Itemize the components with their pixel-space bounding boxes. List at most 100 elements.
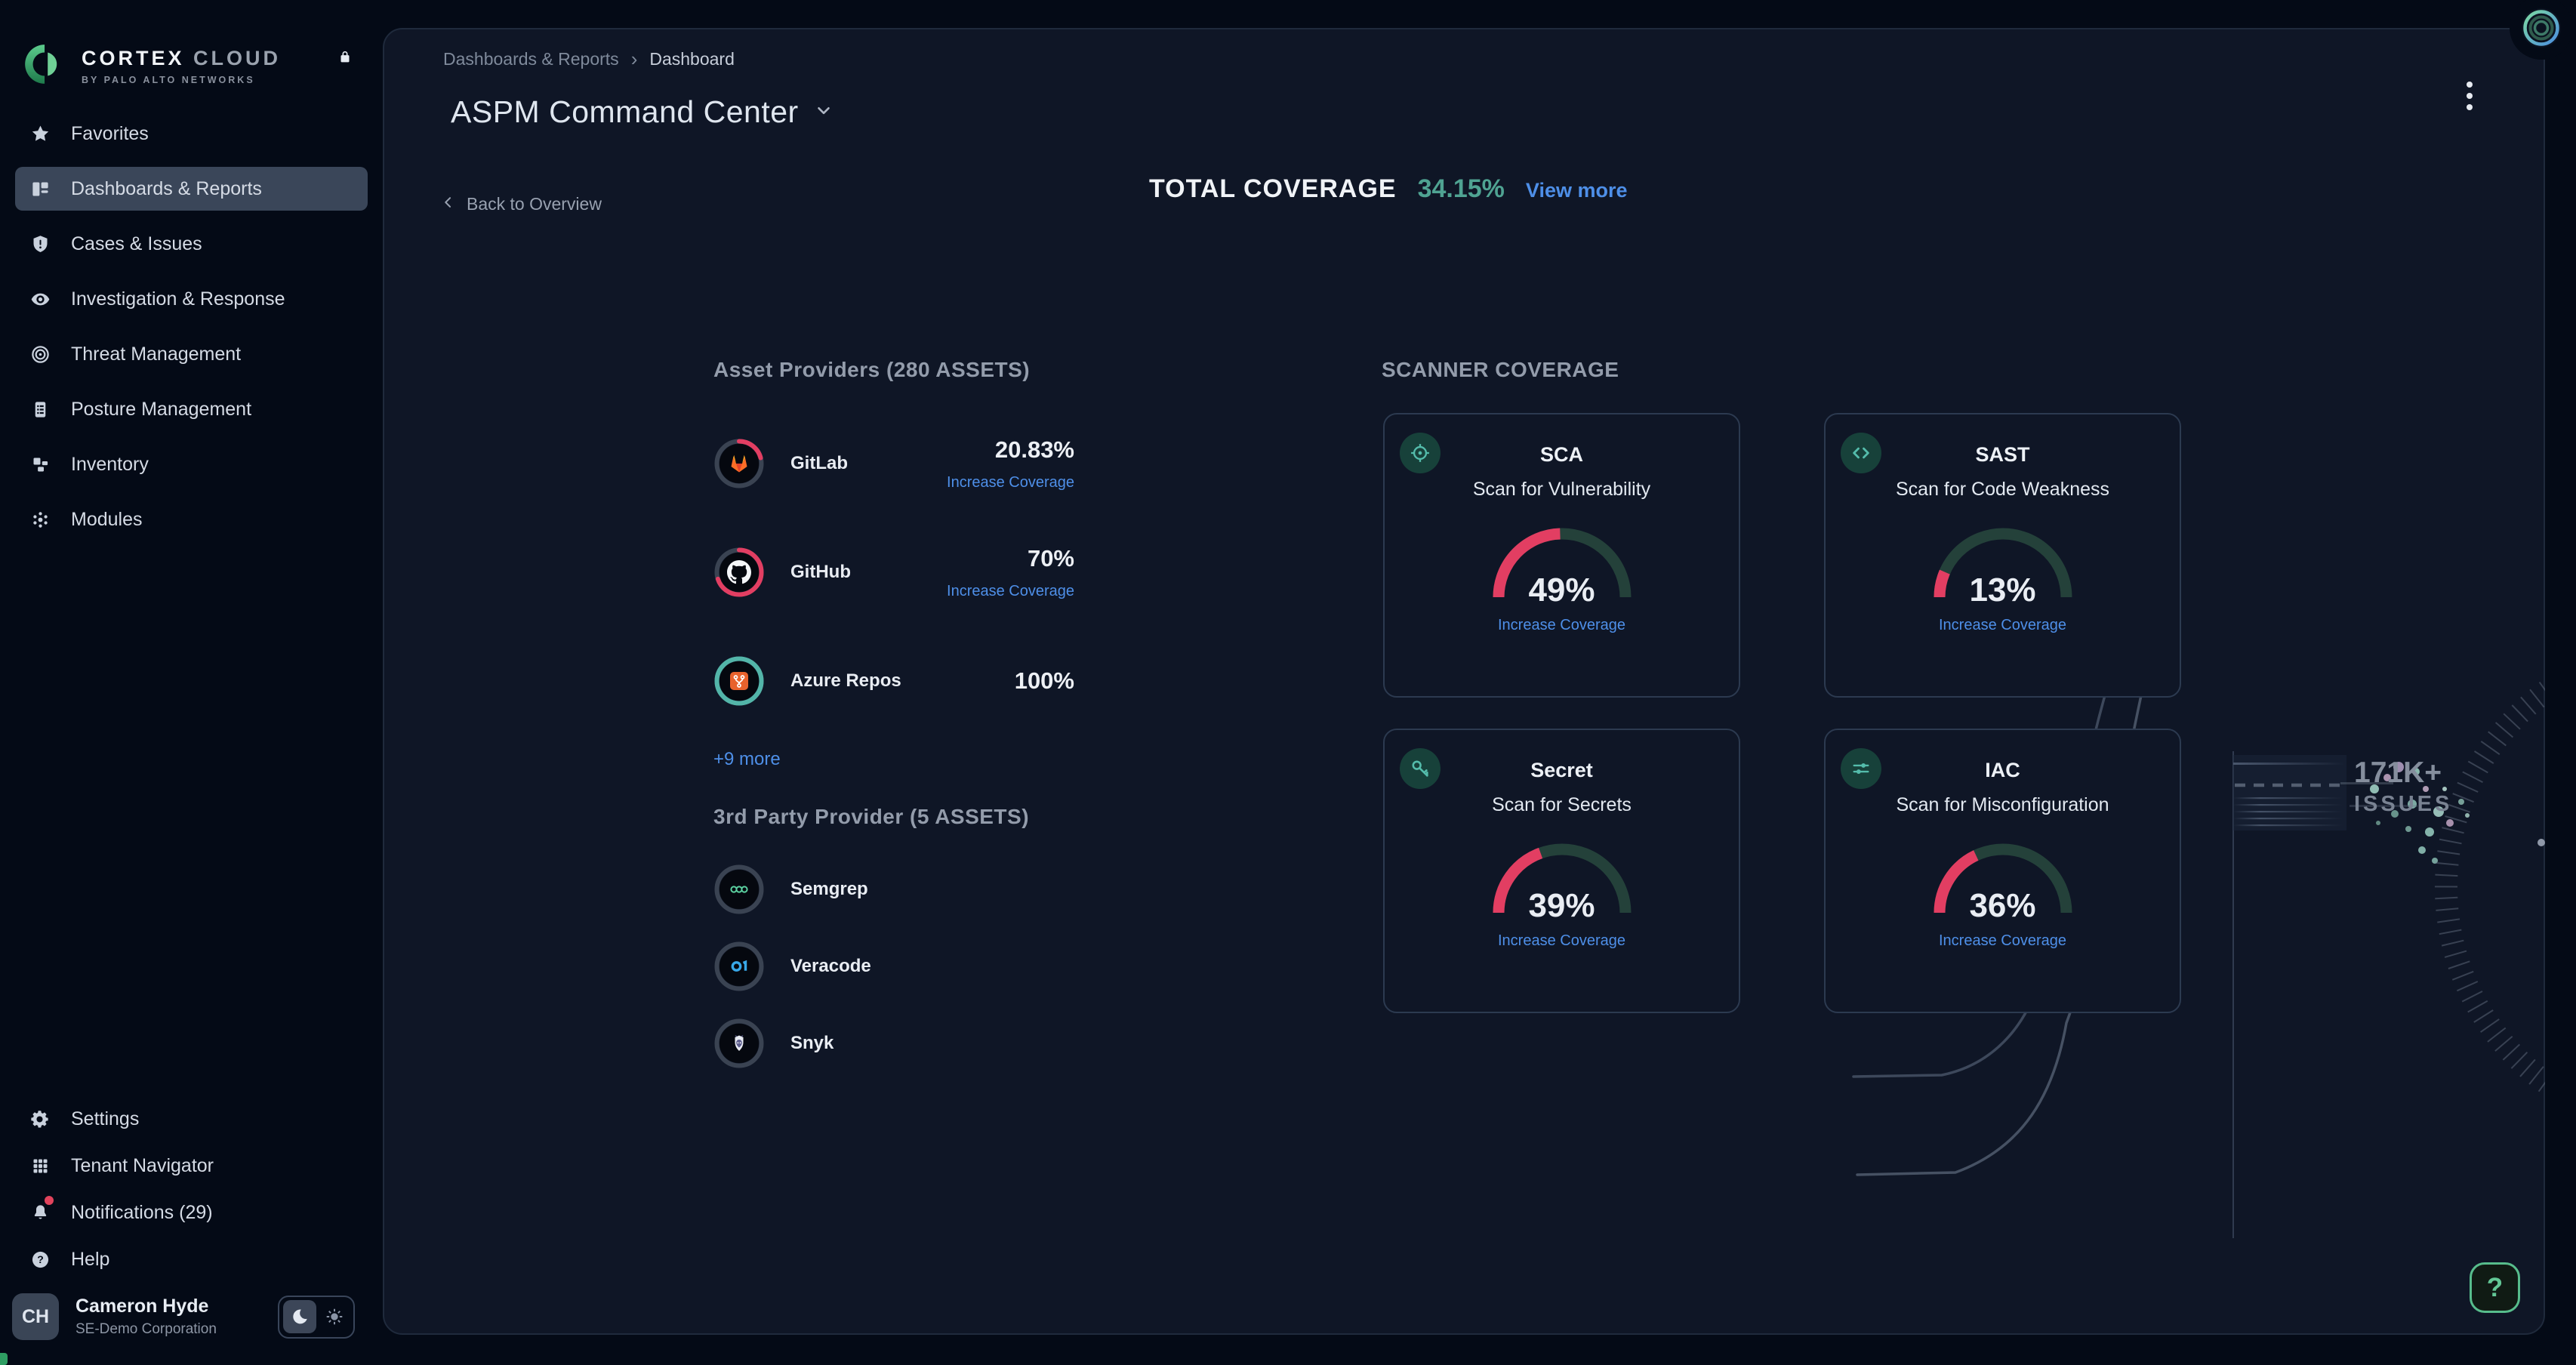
- increase-coverage-link[interactable]: Increase Coverage: [1498, 617, 1625, 633]
- user-org: SE-Demo Corporation: [75, 1321, 217, 1337]
- sidebar-item-settings[interactable]: Settings: [15, 1104, 368, 1134]
- svg-text:?: ?: [37, 1253, 44, 1265]
- modules-icon: [29, 508, 51, 531]
- scanner-title: SCA: [1539, 443, 1583, 466]
- total-coverage: TOTAL COVERAGE 34.15% View more: [1149, 174, 1628, 204]
- dashboard-title-dropdown[interactable]: ASPM Command Center: [451, 94, 834, 130]
- light-mode-icon[interactable]: [319, 1300, 350, 1333]
- help-button[interactable]: ?: [2470, 1262, 2520, 1313]
- provider-name: Veracode: [790, 956, 871, 976]
- breadcrumb-separator-icon: ›: [630, 48, 638, 70]
- sidebar-footer-nav: Settings Tenant Navigator Notifications (2…: [0, 1104, 383, 1274]
- blocks-icon: [29, 453, 51, 476]
- total-coverage-label: TOTAL COVERAGE: [1149, 174, 1397, 203]
- scanner-card-sast: SAST Scan for Code Weakness 13% Increase…: [1824, 413, 2181, 698]
- more-providers-link[interactable]: +9 more: [713, 749, 781, 769]
- issues-counter: 171K+ ISSUES: [2354, 756, 2452, 817]
- scanner-title: SAST: [1975, 443, 2030, 466]
- coverage-pct: 13%: [1969, 572, 2036, 609]
- semgrep-avatar: [713, 864, 765, 915]
- asset-providers-heading: Asset Providers (280 ASSETS): [713, 358, 1031, 381]
- grid-icon: [29, 1154, 51, 1177]
- brand-text: CORTEX CLOUD BY PALO ALTO NETWORKS: [82, 47, 282, 85]
- target-icon: [29, 343, 51, 365]
- snyk-logo-icon: [719, 1024, 759, 1063]
- breadcrumb-dashboards-reports[interactable]: Dashboards & Reports: [443, 49, 619, 69]
- azure-repos-logo-icon: [719, 661, 759, 701]
- view-more-link[interactable]: View more: [1525, 179, 1628, 202]
- increase-coverage-link[interactable]: Increase Coverage: [1939, 617, 2066, 633]
- target-scope-icon: [1400, 433, 1441, 473]
- back-to-overview-link[interactable]: Back to Overview: [441, 194, 602, 214]
- gear-icon: [29, 1108, 51, 1130]
- provider-coverage-pct: 20.83%: [994, 436, 1074, 463]
- azure-repos-avatar: [713, 655, 765, 707]
- scanner-subtitle: Scan for Code Weakness: [1895, 479, 2110, 500]
- sidebar-item-threat-management[interactable]: Threat Management: [15, 332, 368, 376]
- notification-dot: [45, 1196, 54, 1205]
- more-options-button[interactable]: [2451, 76, 2488, 116]
- provider-name: Snyk: [790, 1033, 834, 1053]
- sidebar-item-favorites[interactable]: Favorites: [15, 112, 368, 156]
- sidebar-item-label: Favorites: [71, 122, 149, 144]
- sidebar-item-label: Help: [71, 1248, 110, 1270]
- veracode-avatar: [713, 941, 765, 992]
- sidebar-item-inventory[interactable]: Inventory: [15, 442, 368, 486]
- sidebar-item-modules[interactable]: Modules: [15, 498, 368, 541]
- coverage-pct: 36%: [1969, 887, 2036, 924]
- sidebar-item-help[interactable]: ? Help: [15, 1244, 368, 1274]
- user-meta: Cameron Hyde SE-Demo Corporation: [75, 1296, 278, 1338]
- scanner-card-sca: SCA Scan for Vulnerability 49% Increase …: [1383, 413, 1740, 698]
- sidebar-item-cases-issues[interactable]: Cases & Issues: [15, 222, 368, 266]
- brand: CORTEX CLOUD BY PALO ALTO NETWORKS: [21, 42, 281, 90]
- page-title: ASPM Command Center: [451, 94, 799, 129]
- clipboard-icon: [29, 398, 51, 421]
- eye-icon: [29, 288, 51, 310]
- provider-row-azure-repos: Azure Repos 100%: [713, 655, 1074, 707]
- sidebar: CORTEX CLOUD BY PALO ALTO NETWORKS Favor…: [0, 0, 383, 1365]
- sidebar-item-label: Notifications (29): [71, 1201, 213, 1223]
- key-icon: [1400, 748, 1441, 789]
- cortex-logo-icon: [21, 42, 65, 90]
- chevron-left-icon: [441, 194, 456, 214]
- user-row[interactable]: CH Cameron Hyde SE-Demo Corporation: [12, 1287, 390, 1346]
- main-panel: Dashboards & Reports › Dashboard ASPM Co…: [383, 28, 2545, 1335]
- provider-row-semgrep: Semgrep: [713, 864, 1074, 915]
- scanner-subtitle: Scan for Secrets: [1492, 794, 1632, 815]
- avatar[interactable]: CH: [12, 1293, 59, 1340]
- sidebar-item-investigation-response[interactable]: Investigation & Response: [15, 277, 368, 321]
- chevron-down-icon: [814, 100, 834, 124]
- increase-coverage-link[interactable]: Increase Coverage: [1939, 932, 2066, 949]
- scanner-title: IAC: [1985, 759, 2020, 781]
- sidebar-item-notifications-29[interactable]: Notifications (29): [15, 1196, 368, 1228]
- provider-row-gitlab: GitLab 20.83% Increase Coverage: [713, 436, 1074, 491]
- copilot-orb-button[interactable]: [2522, 8, 2561, 48]
- sidebar-nav: Favorites Dashboards & Reports Cases & Iss…: [0, 112, 383, 541]
- increase-coverage-link[interactable]: Increase Coverage: [1498, 932, 1625, 949]
- increase-coverage-link[interactable]: Increase Coverage: [947, 582, 1074, 599]
- dark-mode-icon[interactable]: [283, 1300, 316, 1333]
- scanner-subtitle: Scan for Vulnerability: [1472, 479, 1651, 500]
- provider-coverage-pct: 70%: [1027, 544, 1074, 572]
- scanner-coverage-heading: SCANNER COVERAGE: [1382, 358, 1619, 381]
- scanner-card-iac: IAC Scan for Misconfiguration 36% Increa…: [1824, 729, 2181, 1013]
- sidebar-item-tenant-navigator[interactable]: Tenant Navigator: [15, 1151, 368, 1181]
- sidebar-item-dashboards-reports[interactable]: Dashboards & Reports: [15, 167, 368, 211]
- increase-coverage-link[interactable]: Increase Coverage: [947, 473, 1074, 491]
- provider-row-snyk: Snyk: [713, 1018, 1074, 1069]
- star-icon: [29, 122, 51, 145]
- theme-toggle[interactable]: [278, 1295, 355, 1339]
- gitlab-avatar: [713, 438, 765, 489]
- provider-name: Azure Repos: [790, 670, 901, 691]
- coverage-pct: 39%: [1528, 887, 1595, 924]
- github-logo-icon: [719, 553, 759, 592]
- coverage-pct: 49%: [1528, 572, 1595, 609]
- sidebar-item-label: Threat Management: [71, 343, 242, 365]
- help-icon: ?: [29, 1248, 51, 1271]
- sidebar-item-posture-management[interactable]: Posture Management: [15, 387, 368, 431]
- asset-providers-list: GitLab 20.83% Increase Coverage GitHub 70% I…: [713, 436, 1074, 707]
- provider-row-github: GitHub 70% Increase Coverage: [713, 544, 1074, 599]
- sidebar-item-label: Modules: [71, 508, 143, 530]
- back-to-overview-label: Back to Overview: [467, 194, 602, 214]
- issues-label: ISSUES: [2354, 792, 2453, 816]
